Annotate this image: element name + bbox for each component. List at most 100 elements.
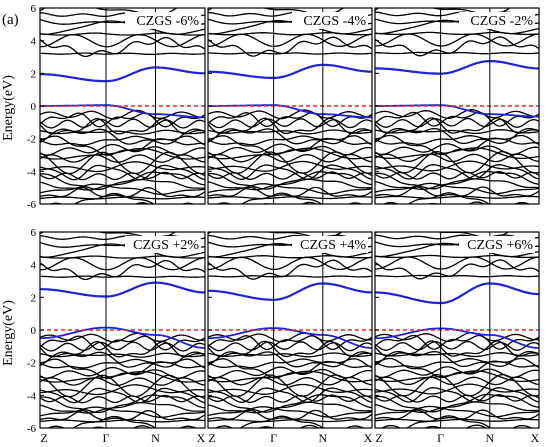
band-line: [208, 128, 372, 145]
band-line: [208, 366, 372, 379]
band-line: [40, 196, 205, 200]
y-tick-label: 0: [31, 325, 37, 337]
band-line: [208, 153, 372, 163]
band-line: [40, 171, 205, 191]
band-line: [375, 340, 539, 357]
band-line: [375, 274, 539, 278]
band-line: [375, 143, 539, 156]
panel-5: CZGS +4% Z Γ N X: [207, 222, 373, 445]
band-line: [208, 232, 343, 240]
band-line: [40, 36, 205, 58]
k-point-label: Γ: [437, 431, 444, 445]
y-tick-label: -2: [27, 134, 36, 146]
panel-title: CZGS +6%: [467, 238, 533, 253]
y-axis-label-top: Energy(eV): [1, 75, 16, 141]
band-line: [208, 117, 372, 135]
band-line: [73, 192, 155, 204]
band-line: [208, 196, 372, 200]
band-line: [375, 358, 539, 368]
band-line: [40, 52, 205, 56]
band-line: [40, 129, 205, 135]
band-line: [375, 135, 539, 145]
band-line: [375, 153, 539, 163]
band-line: [40, 275, 205, 279]
band-line: [208, 36, 372, 57]
band-line: [40, 384, 205, 396]
band-line: [40, 109, 205, 120]
k-point-label: Γ: [103, 431, 110, 445]
band-line: [375, 256, 539, 270]
y-tick-label: 4: [31, 36, 37, 48]
band-line: [40, 0, 205, 4]
band-line: [40, 34, 205, 48]
band-line: [40, 223, 205, 227]
band-line: [375, 33, 539, 47]
band-line: [40, 187, 205, 198]
y-tick-label: -6: [27, 199, 37, 211]
title-backing: [292, 12, 368, 29]
band-line: [208, 118, 372, 129]
panel-title: CZGS +4%: [300, 238, 366, 253]
panel-4: CZGS +2% 6 4 2 0 -2 -4 -6Z Γ N X: [27, 223, 206, 445]
conduction-band-min: [40, 66, 205, 83]
band-line: [47, 425, 198, 428]
band-line: [208, 222, 372, 226]
band-line: [40, 370, 205, 383]
background-bands: [40, 223, 205, 428]
band-line: [375, 160, 539, 172]
panel-6: CZGS +6% Z Γ N X: [374, 231, 540, 445]
k-point-label: Z: [208, 431, 215, 445]
band-line: [40, 410, 205, 421]
band-line: [40, 143, 205, 156]
band-line: [40, 232, 177, 240]
band-line: [375, 178, 539, 191]
band-line: [40, 406, 205, 418]
k-point-label: X: [197, 431, 206, 445]
band-line: [208, 332, 372, 343]
band-line: [375, 129, 539, 135]
band-line: [40, 341, 205, 352]
k-point-label: Z: [375, 431, 382, 445]
band-line: [375, 350, 539, 368]
figure-label: (a): [2, 12, 19, 28]
band-line: [375, 36, 539, 57]
band-line: [40, 128, 205, 145]
band-line: [375, 8, 511, 16]
band-line: [375, 109, 539, 119]
band-line: [40, 161, 205, 173]
valence-band-max: [375, 104, 539, 118]
band-line: [375, 409, 539, 420]
band-line: [208, 256, 372, 271]
y-tick-label: 2: [31, 292, 37, 304]
band-line: [375, 117, 539, 128]
band-line: [375, 259, 539, 280]
band-line: [375, 51, 539, 55]
panel-1: CZGS -6% 6 4 2 0 -2 -4 -6: [27, 0, 206, 211]
band-line: [375, 366, 539, 379]
band-line: [208, 376, 372, 386]
band-line: [375, 383, 539, 395]
panel-2: CZGS -4%: [207, 7, 373, 205]
band-line: [375, 186, 539, 197]
band-line: [40, 117, 205, 135]
title-backing: [125, 236, 201, 253]
k-point-label: X: [364, 431, 373, 445]
background-bands: [40, 0, 205, 204]
conduction-band-min: [375, 282, 539, 305]
valence-band-max: [208, 104, 372, 119]
band-line: [40, 377, 205, 386]
y-tick-label: -6: [27, 423, 37, 435]
title-backing: [125, 12, 201, 29]
band-line: [208, 340, 372, 358]
band-line: [208, 164, 372, 180]
valence-band-max: [375, 327, 539, 349]
band-line: [208, 143, 372, 156]
band-line: [40, 387, 205, 404]
y-axis-label-bottom: Energy(eV): [1, 300, 16, 366]
title-backing: [292, 236, 368, 253]
k-point-label: N: [151, 431, 160, 445]
panel-3: CZGS -2%: [374, 7, 540, 205]
band-line: [208, 351, 372, 368]
band-line: [208, 383, 372, 395]
band-line: [40, 183, 205, 195]
